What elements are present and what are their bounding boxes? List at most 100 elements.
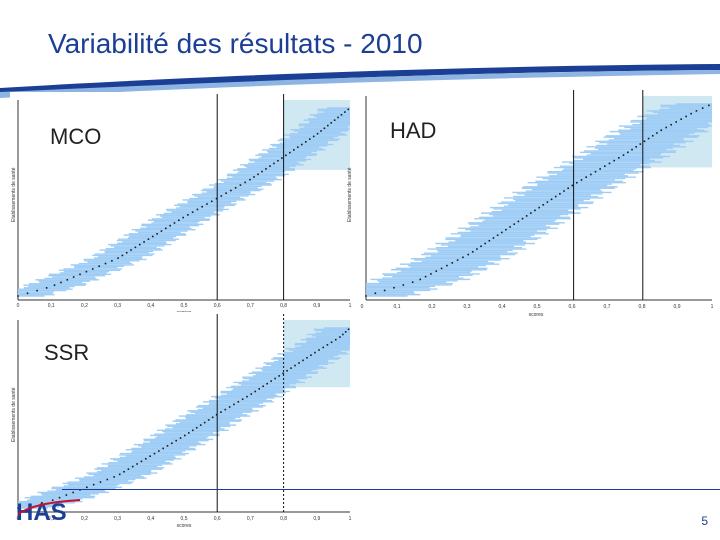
establishment-point	[249, 178, 251, 181]
ssr-x-ticks: 0 0,1 0,2 0,3 0,4 0,5 0,6 0,7 0,8 0,9 1	[10, 516, 358, 526]
establishment-point	[571, 184, 574, 187]
establishment-point	[261, 170, 263, 173]
establishment-point	[273, 162, 275, 165]
x-tick-label: 0,9	[313, 303, 321, 309]
establishment-point	[143, 241, 145, 243]
establishment-point	[647, 137, 650, 140]
had-chart-panel: HAD 0 0,1 0,2 0,3 0,4 0,5 0,6 0,7 0,8 0,9 1 scores	[358, 88, 720, 318]
x-tick-label: 0,5	[180, 303, 188, 309]
establishment-point	[554, 195, 557, 198]
establishment-point	[153, 452, 156, 455]
establishment-point	[234, 186, 237, 189]
x-tick-label: 0,3	[463, 304, 471, 310]
establishment-point	[690, 112, 692, 115]
establishment-point	[534, 209, 536, 212]
establishment-point	[563, 190, 565, 192]
establishment-point	[99, 481, 102, 483]
establishment-point	[310, 354, 312, 356]
establishment-point	[266, 382, 268, 385]
establishment-point	[136, 463, 138, 465]
establishment-point	[147, 238, 150, 240]
establishment-point	[302, 359, 304, 362]
establishment-point	[334, 338, 337, 341]
x-tick-label: 0,8	[280, 303, 288, 309]
establishment-point	[337, 116, 339, 119]
establishment-point	[29, 504, 31, 507]
establishment-point	[580, 179, 583, 181]
establishment-point	[347, 108, 350, 111]
establishment-point	[290, 367, 292, 369]
establishment-point	[233, 403, 235, 406]
establishment-point	[402, 284, 405, 286]
establishment-point	[187, 214, 189, 216]
establishment-point	[320, 130, 322, 132]
establishment-point	[613, 159, 615, 162]
establishment-point	[411, 281, 414, 283]
establishment-point	[58, 496, 61, 499]
establishment-point	[604, 165, 606, 167]
establishment-point	[670, 123, 673, 126]
establishment-point	[228, 406, 231, 408]
establishment-point	[117, 257, 119, 259]
establishment-point	[140, 460, 143, 463]
establishment-point	[72, 491, 74, 494]
slide-title: Variabilité des résultats - 2010	[48, 28, 423, 59]
establishment-point	[179, 437, 182, 439]
mco-x-ticks: 0 0,1 0,2 0,3 0,4 0,5 0,6 0,7 0,8 0,9 1	[10, 303, 358, 313]
establishment-point	[525, 215, 528, 217]
establishment-point	[559, 192, 561, 195]
establishment-point	[91, 268, 94, 270]
establishment-point	[383, 289, 386, 292]
establishment-point	[451, 262, 454, 264]
establishment-point	[282, 372, 284, 375]
establishment-point	[254, 390, 257, 393]
establishment-point	[484, 242, 486, 245]
establishment-point	[546, 201, 549, 203]
establishment-point	[195, 426, 198, 429]
has-logo: HAS	[16, 499, 81, 526]
establishment-point	[130, 249, 132, 251]
establishment-point	[196, 208, 199, 211]
establishment-point	[65, 494, 68, 496]
establishment-point	[262, 385, 264, 388]
establishment-point	[17, 507, 19, 509]
x-tick-label: 0	[360, 304, 364, 310]
establishment-point	[118, 473, 121, 476]
establishment-point	[41, 502, 43, 504]
establishment-point	[635, 146, 637, 148]
establishment-point	[618, 157, 620, 159]
establishment-point	[656, 132, 658, 134]
establishment-point	[496, 234, 499, 237]
establishment-point	[594, 170, 597, 173]
establishment-point	[134, 246, 137, 249]
establishment-point	[567, 187, 569, 190]
establishment-point	[111, 260, 113, 262]
establishment-point	[123, 470, 125, 473]
establishment-point	[471, 250, 474, 253]
x-tick-label: 0,5	[180, 516, 188, 522]
title-underline-swoosh	[0, 64, 720, 98]
establishment-point	[201, 205, 204, 208]
establishment-point	[237, 401, 240, 403]
establishment-point	[230, 189, 232, 192]
establishment-point	[156, 232, 158, 235]
establishment-point	[215, 413, 218, 416]
establishment-point	[241, 398, 244, 401]
x-tick-label: 0,4	[498, 304, 506, 310]
establishment-point	[344, 331, 347, 333]
establishment-point	[521, 217, 524, 220]
mco-chart	[17, 94, 350, 301]
had-label: HAD	[390, 118, 437, 143]
ssr-xlabel: scores	[176, 523, 192, 529]
establishment-point	[178, 219, 180, 222]
establishment-point	[131, 465, 134, 468]
establishment-point	[476, 248, 478, 250]
establishment-point	[72, 276, 75, 278]
establishment-point	[286, 369, 288, 372]
establishment-point	[513, 223, 516, 225]
x-tick-label: 0,8	[638, 304, 646, 310]
establishment-point	[318, 349, 320, 351]
establishment-point	[300, 143, 303, 146]
establishment-point	[86, 486, 88, 489]
x-tick-label: 1	[710, 304, 714, 310]
